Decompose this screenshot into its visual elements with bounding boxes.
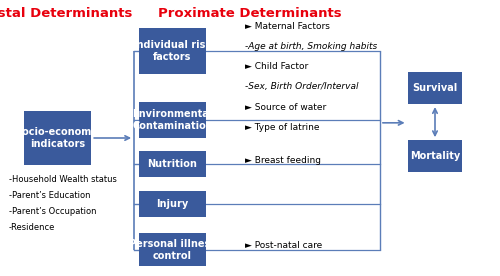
FancyBboxPatch shape <box>138 28 206 74</box>
Text: -Age at birth, Smoking habits: -Age at birth, Smoking habits <box>245 42 378 51</box>
FancyBboxPatch shape <box>408 72 463 104</box>
Text: Distal Determinants: Distal Determinants <box>0 7 132 20</box>
Text: ► Type of latrine: ► Type of latrine <box>245 123 320 132</box>
FancyBboxPatch shape <box>408 140 463 172</box>
Text: -Parent’s Education: -Parent’s Education <box>9 191 90 200</box>
Text: Personal illness
control: Personal illness control <box>129 238 216 261</box>
Text: -Parent’s Occupation: -Parent’s Occupation <box>9 207 97 216</box>
Text: -Sex, Birth Order/Interval: -Sex, Birth Order/Interval <box>245 82 358 91</box>
Text: -Residence: -Residence <box>9 223 56 232</box>
FancyBboxPatch shape <box>138 102 206 138</box>
Text: Survival: Survival <box>412 83 458 93</box>
Text: ► Post-natal care: ► Post-natal care <box>245 242 322 251</box>
Text: Environmental
Contamination: Environmental Contamination <box>132 109 213 131</box>
Text: Mortality: Mortality <box>410 151 460 161</box>
Text: ► Maternal Factors: ► Maternal Factors <box>245 22 330 31</box>
Text: Nutrition: Nutrition <box>148 159 198 169</box>
Text: Socio-economic
indicators: Socio-economic indicators <box>15 127 100 149</box>
Text: ► Breast feeding: ► Breast feeding <box>245 156 321 165</box>
FancyBboxPatch shape <box>138 233 206 266</box>
Text: -Household Wealth status: -Household Wealth status <box>9 175 117 184</box>
Text: ► Source of water: ► Source of water <box>245 104 326 113</box>
Text: Injury: Injury <box>156 199 188 209</box>
Text: ► Child Factor: ► Child Factor <box>245 62 308 71</box>
FancyBboxPatch shape <box>24 111 91 165</box>
Text: Proximate Determinants: Proximate Determinants <box>158 7 342 20</box>
Text: Individual risk
factors: Individual risk factors <box>133 40 212 62</box>
FancyBboxPatch shape <box>138 151 206 177</box>
FancyBboxPatch shape <box>138 191 206 217</box>
